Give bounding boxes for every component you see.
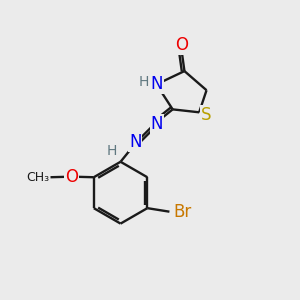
- Text: S: S: [200, 106, 211, 124]
- Text: Br: Br: [173, 203, 191, 221]
- Text: O: O: [65, 168, 78, 186]
- Text: O: O: [175, 37, 188, 55]
- Text: H: H: [139, 75, 149, 89]
- Text: H: H: [107, 145, 118, 158]
- Text: CH₃: CH₃: [26, 171, 49, 184]
- Text: N: N: [151, 115, 163, 133]
- Text: N: N: [150, 75, 163, 93]
- Text: N: N: [129, 133, 142, 151]
